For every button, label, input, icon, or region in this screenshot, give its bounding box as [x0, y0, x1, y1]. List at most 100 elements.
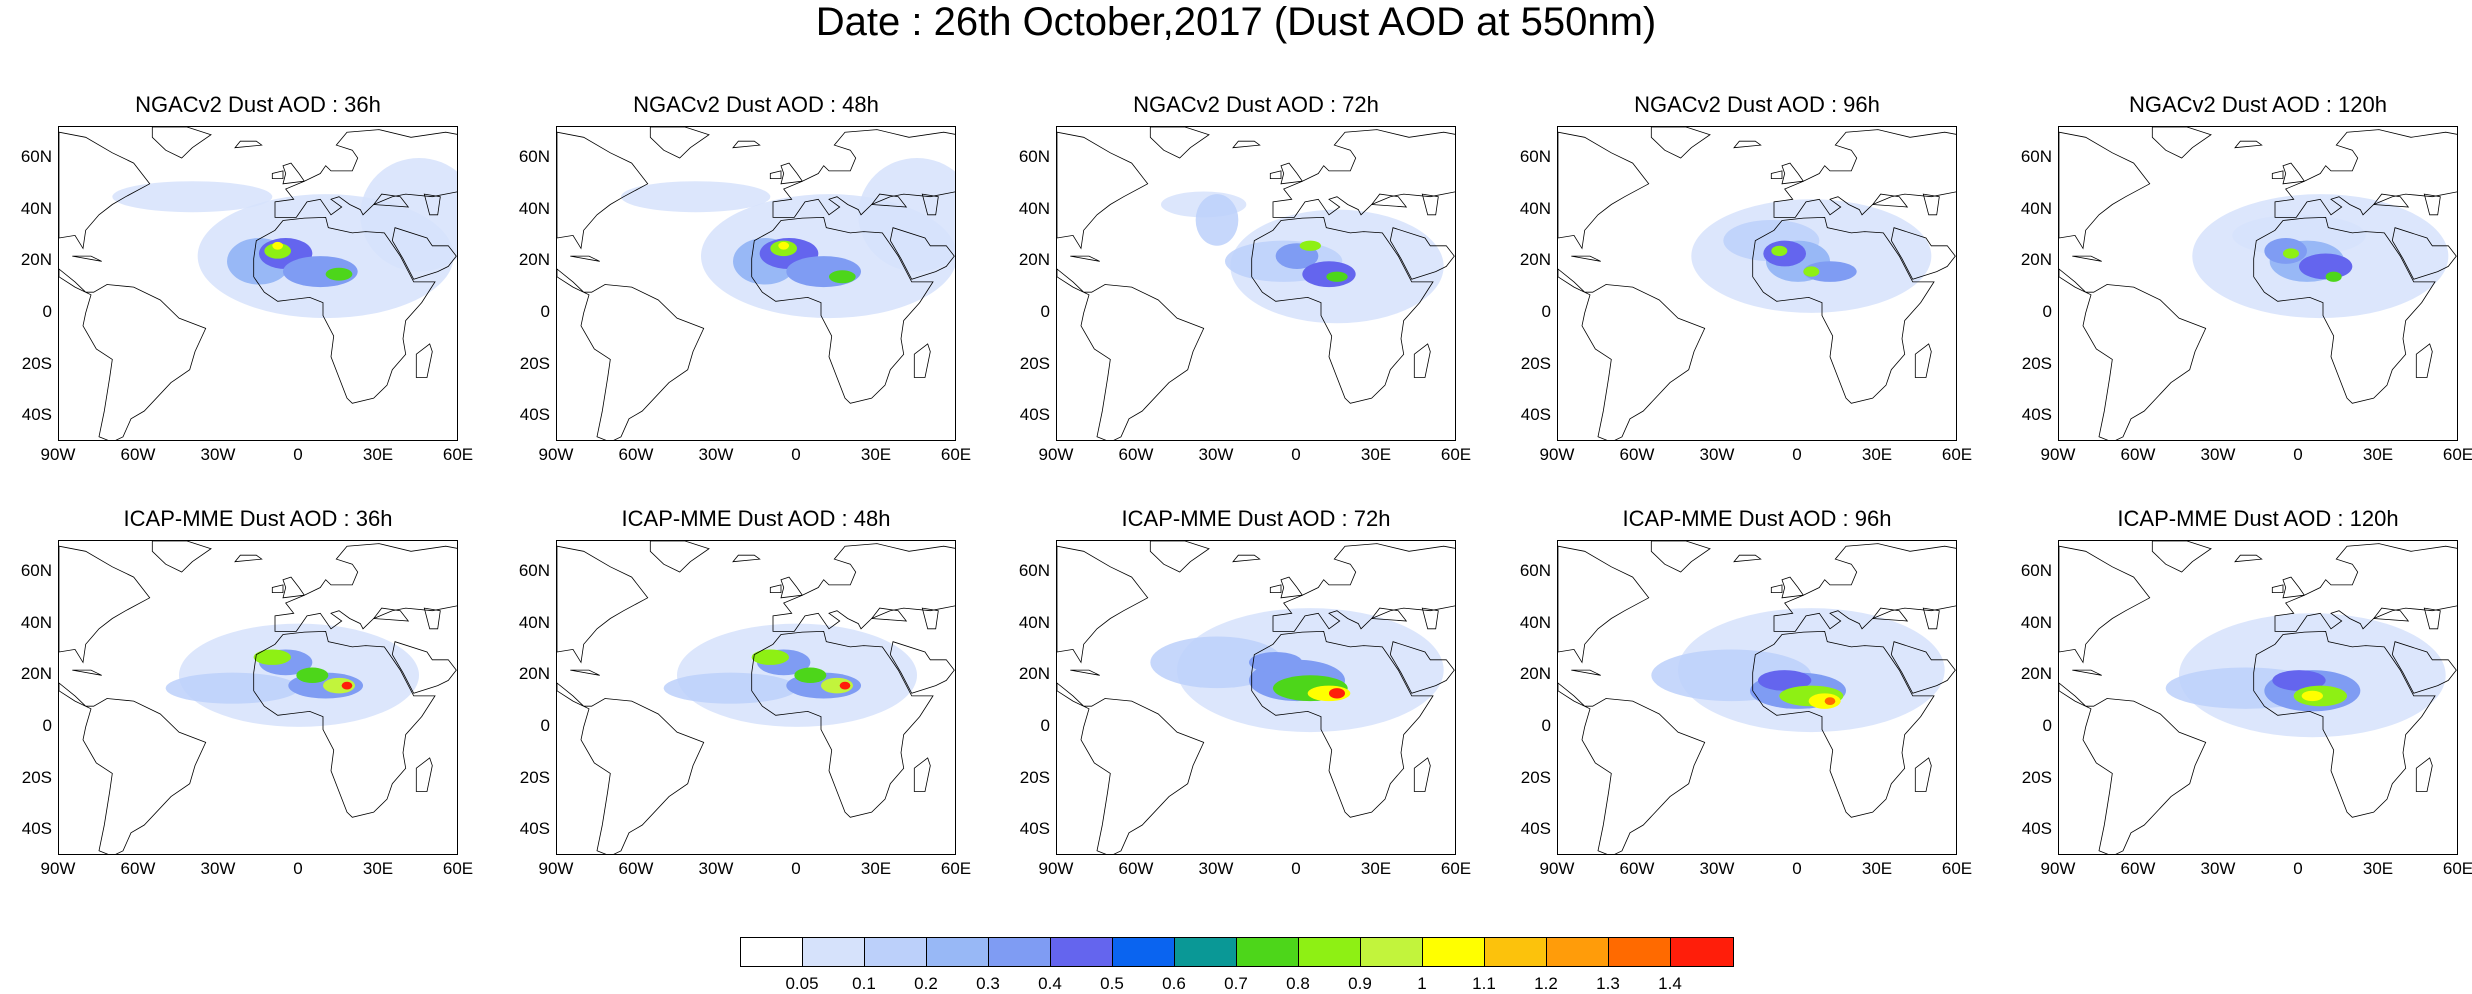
longitude-tick-label: 30W — [1699, 859, 1735, 878]
dust-plume — [663, 672, 797, 704]
panel-title: ICAP-MME Dust AOD : 48h — [621, 506, 891, 531]
latitude-tick-label: 40S — [21, 405, 52, 425]
longitude-tick-label: 30W — [1198, 445, 1234, 464]
latitude-tick-label: 0 — [42, 715, 52, 735]
coastline — [72, 669, 102, 676]
latitude-tick-label: 0 — [42, 301, 52, 321]
colorbar-swatch — [803, 938, 865, 966]
coastline — [1733, 554, 1762, 563]
latitude-tick-label: 0 — [1541, 715, 1551, 735]
longitude-tick-label: 30W — [698, 445, 734, 464]
coastline — [1781, 576, 1805, 599]
colorbar-swatch — [989, 938, 1051, 966]
coastline — [2072, 255, 2102, 262]
latitude-tick-label: 40N — [1519, 198, 1551, 218]
coastline — [59, 682, 207, 854]
latitude-tick-label: 20N — [1018, 250, 1050, 270]
coastline — [2372, 607, 2410, 622]
dust-plume — [2232, 214, 2366, 257]
colorbar-tick-label: 1 — [1417, 974, 1427, 993]
colorbar-swatch — [1113, 938, 1175, 966]
coastline — [1251, 216, 1434, 404]
colorbar-swatch — [927, 938, 989, 966]
coastline — [772, 129, 955, 218]
coastline — [2072, 669, 2102, 676]
latitude-tick-label: 40N — [1018, 198, 1050, 218]
dust-plume — [1195, 194, 1239, 246]
longitude-tick-label: 60W — [1619, 445, 1655, 464]
latitude-tick-label: 40S — [1520, 405, 1551, 425]
longitude-tick-label: 90W — [40, 859, 76, 878]
map-frame — [556, 126, 956, 441]
colorbar-tick-label: 0.6 — [1162, 974, 1186, 993]
map-canvas — [1558, 541, 1956, 854]
colorbar-tick-label: 1.1 — [1472, 974, 1496, 993]
latitude-tick-label: 20N — [20, 664, 52, 684]
map-canvas — [1057, 541, 1455, 854]
coastline — [1070, 669, 1100, 676]
longitude-tick-label: 30E — [1861, 859, 1893, 878]
colorbar-swatch — [1361, 938, 1423, 966]
longitude-tick-label: 60E — [940, 859, 972, 878]
panel-title: NGACv2 Dust AOD : 120h — [2129, 92, 2387, 117]
coastline — [557, 268, 705, 440]
coastline — [271, 170, 284, 179]
map-frame — [1056, 540, 1456, 855]
coastline — [557, 545, 649, 664]
latitude-tick-label: 20S — [1019, 767, 1050, 787]
longitude-tick-label: 60W — [618, 859, 654, 878]
colorbar-swatch — [1299, 938, 1361, 966]
latitude-tick-label: 0 — [540, 301, 550, 321]
coastline — [1070, 255, 1100, 262]
latitude-tick-label: 0 — [540, 715, 550, 735]
map-frame — [1557, 126, 1957, 441]
coastline — [2271, 584, 2284, 593]
coastline — [2415, 757, 2433, 792]
dust-plume — [751, 649, 789, 665]
coastline — [415, 757, 433, 792]
coastline — [889, 227, 955, 280]
latitude-tick-label: 60N — [2020, 560, 2052, 580]
coastline — [1773, 543, 1956, 632]
coastline — [1890, 641, 1956, 694]
map-canvas — [59, 127, 457, 440]
longitude-tick-label: 0 — [1291, 859, 1301, 878]
latitude-tick-label: 20N — [1519, 250, 1551, 270]
dust-plume — [341, 681, 353, 690]
coastline — [1871, 607, 1909, 622]
coastline — [921, 193, 939, 216]
dust-plume — [2301, 690, 2323, 702]
latitude-tick-label: 40S — [519, 405, 550, 425]
coastline — [151, 127, 212, 159]
dust-plume — [1329, 688, 1345, 699]
longitude-tick-label: 0 — [293, 859, 303, 878]
latitude-tick-label: 20N — [1018, 664, 1050, 684]
coastline — [274, 129, 457, 218]
longitude-tick-label: 30W — [200, 859, 236, 878]
colorbar-swatch — [1175, 938, 1237, 966]
coastline — [1280, 576, 1304, 599]
coastline — [1149, 541, 1210, 573]
map-frame — [58, 126, 458, 441]
coastline — [921, 607, 939, 630]
dust-plume — [1803, 261, 1857, 282]
map-panel: ICAP-MME Dust AOD : 72h — [1056, 506, 1456, 856]
coastline — [732, 554, 761, 563]
coastline — [282, 162, 306, 185]
longitude-tick-label: 60E — [1440, 859, 1472, 878]
latitude-tick-label: 20S — [21, 353, 52, 373]
coastline — [2151, 541, 2212, 573]
longitude-tick-label: 60W — [120, 859, 156, 878]
coastline — [2274, 129, 2457, 218]
coastline — [1269, 584, 1282, 593]
coastline — [1571, 255, 1601, 262]
coastline — [1421, 607, 1439, 630]
map-panel: NGACv2 Dust AOD : 36h — [58, 92, 458, 442]
coastline — [415, 343, 433, 378]
longitude-tick-label: 60W — [1118, 859, 1154, 878]
coastline — [1413, 757, 1431, 792]
colorbar-tick-label: 1.3 — [1596, 974, 1620, 993]
coastline — [2059, 268, 2207, 440]
colorbar — [740, 937, 1734, 967]
dust-plume — [360, 158, 457, 272]
